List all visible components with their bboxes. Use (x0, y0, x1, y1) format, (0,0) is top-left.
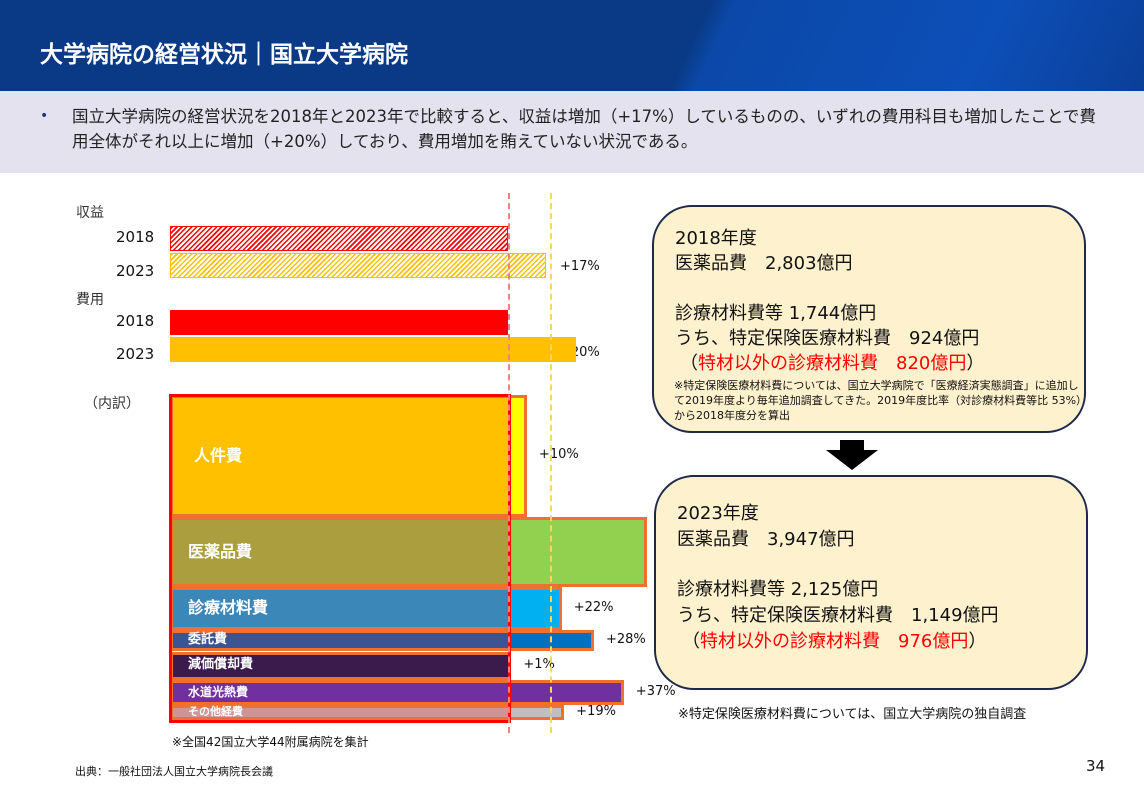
header-bar (0, 0, 1144, 91)
change-label: +10% (538, 447, 579, 462)
bar-revenue-2018 (170, 226, 508, 251)
box-title: 2018年度 (675, 228, 757, 249)
year-label: 2023 (116, 345, 155, 363)
summary-band (0, 91, 1144, 173)
page-number: 34 (1086, 757, 1106, 775)
paren: ） (966, 353, 985, 374)
paren: （ (680, 353, 698, 374)
bar-2018-その他経費 (173, 708, 508, 717)
category-label: 減価償却費 (188, 657, 254, 673)
arrow-down-icon (826, 440, 878, 470)
other-material-cost: （特材以外の診療材料費 976億円） (682, 631, 987, 653)
ref-line-2023 (550, 193, 552, 733)
bar-2018-医薬品費 (173, 520, 508, 584)
info-box-2018 (652, 205, 1086, 433)
bullet-icon: • (40, 108, 49, 124)
group-label-revenue: 収益 (76, 205, 104, 221)
special-material-cost: うち、特定保険医療材料費 1,149億円 (677, 605, 999, 626)
bar-2018-人件費 (173, 398, 508, 514)
chart-note: ※全国42国立大学44附属病院を集計 (172, 735, 369, 749)
change-label: +1% (523, 657, 555, 672)
category-label: 委託費 (188, 631, 228, 647)
category-label: 医薬品費 (188, 541, 253, 561)
right-note: ※特定保険医療材料費については、国立大学病院の独自調査 (678, 707, 1027, 722)
bar-cost-2018 (170, 310, 508, 335)
bar-revenue-2023 (170, 253, 546, 278)
change-label: +22% (573, 599, 614, 615)
category-label: 診療材料費 (188, 598, 269, 618)
material-cost: 診療材料費等 1,744億円 (675, 303, 877, 324)
material-cost: 診療材料費等 2,125億円 (677, 579, 879, 600)
cost-chart: 収益 費用 2018 2023 2018 2023 +17% +20% （内訳）… (76, 193, 698, 749)
year-label: 2023 (116, 262, 155, 280)
info-box-2023 (654, 475, 1088, 690)
change-label: +19% (576, 703, 616, 719)
page-title: 大学病院の経営状況｜国立大学病院 (40, 42, 408, 68)
other-material-value: 特材以外の診療材料費 820億円 (698, 353, 967, 374)
cost-2018-outline (169, 394, 511, 723)
drug-cost: 医薬品費 3,947億円 (677, 529, 855, 550)
change-label: +37% (635, 683, 676, 699)
year-label: 2018 (116, 312, 155, 330)
bar-cost-2023 (170, 337, 576, 362)
other-material-cost: （特材以外の診療材料費 820億円） (680, 353, 985, 375)
summary-text: 国立大学病院の経営状況を2018年と2023年で比較すると、収益は増加（+17%… (72, 107, 1096, 151)
category-label: その他経費 (188, 705, 243, 719)
paren: ） (968, 631, 987, 652)
bar-2018-診療材料費 (173, 590, 508, 627)
year-label: 2018 (116, 228, 155, 246)
ref-line-2018 (508, 193, 510, 733)
change-label: +28% (605, 631, 646, 647)
category-label: 水道光熱費 (188, 684, 249, 699)
paren: （ (682, 631, 700, 652)
box-title: 2023年度 (677, 503, 759, 524)
drug-cost: 医薬品費 2,803億円 (675, 253, 853, 274)
source: 出典：一般社団法人国立大学病院長会議 (75, 765, 273, 778)
box-note: ※特定保険医療材料費については、国立大学病院で「医療経済実態調査」に追加して20… (674, 379, 1082, 422)
change-label: +17% (560, 259, 600, 274)
bar-2018-水道光熱費 (173, 683, 508, 702)
special-material-cost: うち、特定保険医療材料費 924億円 (675, 328, 980, 349)
breakdown-label: （内訳） (84, 396, 140, 412)
category-label: 人件費 (194, 445, 243, 465)
bar-2018-減価償却費 (173, 655, 508, 677)
bar-2018-委託費 (173, 633, 508, 648)
other-material-value: 特材以外の診療材料費 976億円 (700, 631, 969, 652)
group-label-cost: 費用 (76, 292, 104, 308)
